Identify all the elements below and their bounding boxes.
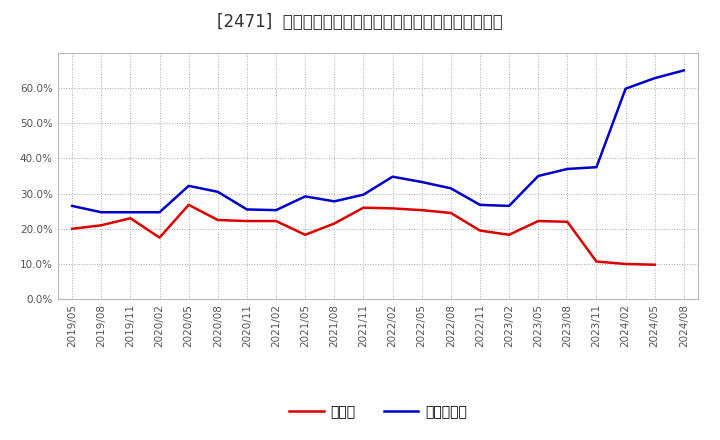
有利子負債: [243, 207, 251, 212]
現預金: [301, 232, 310, 238]
現預金: [243, 218, 251, 224]
有利子負債: [505, 203, 513, 209]
有利子負債: [301, 194, 310, 199]
有利子負債: [534, 173, 543, 179]
有利子負債: [563, 166, 572, 172]
Legend: 現預金, 有利子負債: 現預金, 有利子負債: [284, 400, 472, 425]
有利子負債: [156, 209, 164, 215]
現預金: [446, 210, 455, 216]
現預金: [359, 205, 368, 210]
有利子負債: [680, 68, 688, 73]
有利子負債: [359, 192, 368, 197]
有利子負債: [650, 76, 659, 81]
有利子負債: [418, 180, 426, 185]
有利子負債: [476, 202, 485, 208]
現預金: [476, 228, 485, 233]
有利子負債: [271, 208, 280, 213]
有利子負債: [68, 203, 76, 209]
現預金: [418, 208, 426, 213]
現預金: [330, 221, 338, 226]
有利子負債: [388, 174, 397, 180]
現預金: [97, 223, 106, 228]
有利子負債: [621, 86, 630, 92]
有利子負債: [592, 165, 600, 170]
Text: [2471]  現預金、有利子負債の総資産に対する比率の推移: [2471] 現預金、有利子負債の総資産に対する比率の推移: [217, 13, 503, 31]
現預金: [68, 226, 76, 231]
有利子負債: [330, 199, 338, 204]
現預金: [388, 206, 397, 211]
現預金: [271, 218, 280, 224]
現預金: [505, 232, 513, 238]
現預金: [213, 217, 222, 223]
現預金: [534, 218, 543, 224]
Line: 有利子負債: 有利子負債: [72, 70, 684, 212]
現預金: [592, 259, 600, 264]
現預金: [156, 235, 164, 240]
現預金: [184, 202, 193, 208]
現預金: [126, 216, 135, 221]
有利子負債: [126, 209, 135, 215]
現預金: [621, 261, 630, 267]
現預金: [650, 262, 659, 268]
有利子負債: [184, 183, 193, 188]
有利子負債: [213, 189, 222, 194]
有利子負債: [97, 209, 106, 215]
現預金: [563, 219, 572, 224]
Line: 現預金: 現預金: [72, 205, 654, 265]
有利子負債: [446, 186, 455, 191]
